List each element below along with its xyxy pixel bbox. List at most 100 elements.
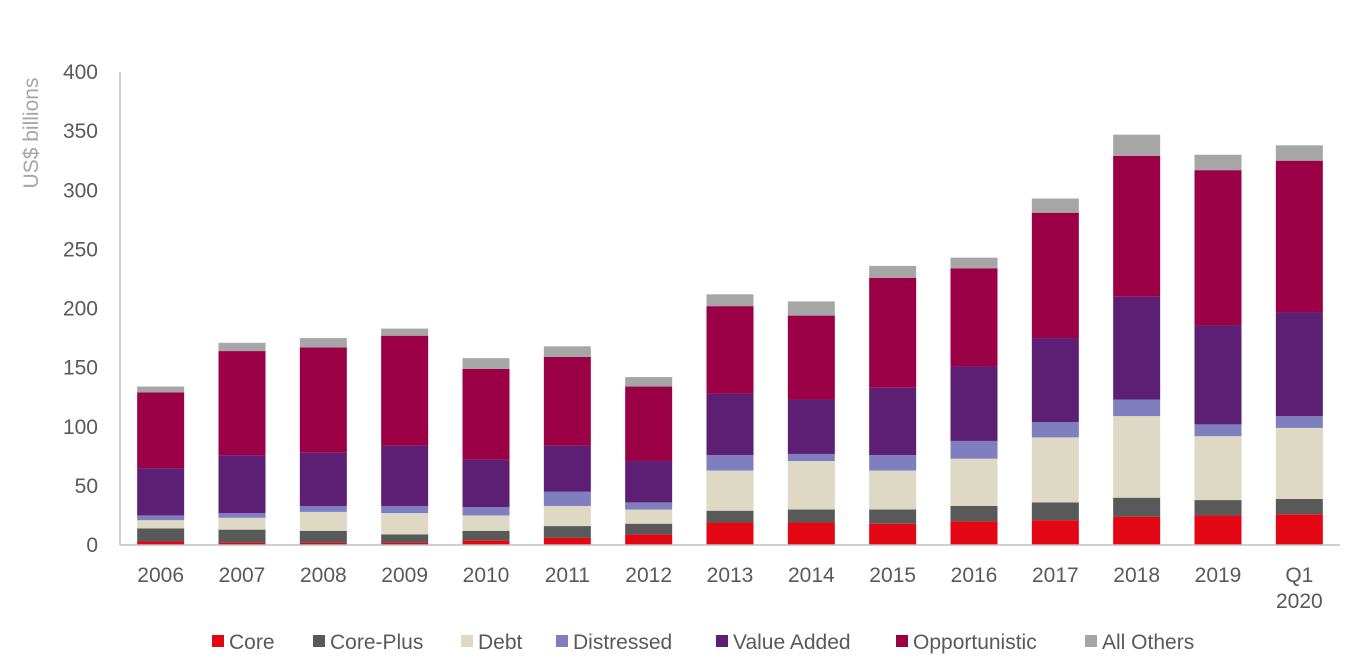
bar-segment-all-others (706, 294, 754, 307)
x-tick-label: 2007 (219, 564, 266, 587)
bar-segment-core (218, 542, 266, 545)
bar-segment-opportunistic (1194, 170, 1242, 326)
y-tick-label: 200 (63, 298, 98, 321)
bar-segment-core-plus (462, 530, 510, 541)
x-tick-label: 2006 (137, 564, 184, 587)
bar-segment-debt (706, 470, 754, 511)
bar-segment-debt (543, 505, 591, 527)
bar-segment-core-plus (381, 534, 429, 543)
bar-segment-value-added (381, 445, 429, 506)
bar-segment-core (462, 540, 510, 545)
bar-segment-core-plus (787, 509, 835, 523)
bar-segment-core (1194, 515, 1242, 545)
bar-segment-core (869, 523, 917, 545)
legend-swatch (1085, 635, 1097, 647)
x-tick-label: 2010 (463, 564, 510, 587)
bar-segment-all-others (787, 301, 835, 316)
x-tick-label: Q1 (1285, 564, 1313, 587)
bar-segment-value-added (787, 399, 835, 454)
bar-segment-opportunistic (299, 347, 347, 453)
x-tick-label: 2015 (869, 564, 916, 587)
bar-segment-distressed (137, 515, 185, 521)
legend-label: Core (229, 631, 275, 654)
bar-segment-core (299, 542, 347, 545)
bar-segment-all-others (625, 377, 673, 387)
bar-segment-value-added (1031, 338, 1079, 423)
x-tick-labels: 2006 2007 2008 2009 2010 2011 2012 2013 2014 2015… (137, 564, 1322, 613)
bar-segment-core-plus (1113, 497, 1161, 517)
bar-segment-opportunistic (543, 356, 591, 446)
bar-segment-core-plus (543, 526, 591, 538)
bar-segment-value-added (1113, 296, 1161, 400)
bar-segment-debt (137, 520, 185, 529)
bar-segment-opportunistic (869, 277, 917, 388)
y-axis-title: US$ billions (20, 78, 43, 189)
bar-segment-core-plus (218, 529, 266, 543)
x-tick-label: 2018 (1113, 564, 1160, 587)
bar-segment-core-plus (1275, 498, 1323, 515)
bar-segment-core-plus (706, 510, 754, 523)
bar-segment-core (137, 541, 185, 545)
bar-segment-debt (462, 515, 510, 531)
bar-segment-distressed (787, 453, 835, 462)
bar-segment-core-plus (1031, 502, 1079, 521)
bar-segment-value-added (137, 468, 185, 516)
bar-segment-distressed (950, 440, 998, 459)
bar-segment-distressed (869, 455, 917, 471)
bar-segment-value-added (706, 393, 754, 456)
bar-segment-distressed (1113, 399, 1161, 417)
x-tick-label: 2008 (300, 564, 347, 587)
bar-segment-value-added (299, 452, 347, 506)
bar-segment-core (1113, 516, 1161, 545)
legend-swatch (556, 635, 568, 647)
bar-segment-debt (299, 511, 347, 531)
bar-segment-debt (1275, 427, 1323, 499)
bar-segment-core (381, 542, 429, 545)
bar-segment-distressed (299, 505, 347, 512)
x-tick-label: 2016 (951, 564, 998, 587)
legend-swatch (461, 635, 473, 647)
bar-segment-core-plus (950, 505, 998, 522)
bar-segment-all-others (218, 342, 266, 352)
bar-segment-core-plus (137, 528, 185, 542)
bar-segment-all-others (462, 358, 510, 369)
bar-segment-opportunistic (950, 268, 998, 367)
legend: Core Core-Plus Debt Distressed Value Added Op… (212, 631, 1194, 654)
bar-segment-core (950, 521, 998, 545)
bar-segment-all-others (543, 346, 591, 357)
y-tick-label: 300 (63, 179, 98, 202)
bar-segment-value-added (869, 387, 917, 456)
bar-segment-core-plus (625, 523, 673, 535)
bar-segment-opportunistic (1275, 160, 1323, 313)
bar-segment-distressed (1194, 424, 1242, 437)
bar-segment-core-plus (1194, 500, 1242, 516)
bar-segment-value-added (218, 455, 266, 514)
bar-segment-all-others (1031, 198, 1079, 213)
bar-segment-opportunistic (218, 351, 266, 456)
bar-segment-all-others (299, 338, 347, 348)
x-tick-label: 2009 (381, 564, 428, 587)
legend-label: Value Added (733, 631, 851, 654)
bar-segment-opportunistic (137, 392, 185, 469)
bar-segment-debt (1113, 416, 1161, 498)
x-tick-label: 2017 (1032, 564, 1079, 587)
bar-segment-all-others (1194, 154, 1242, 171)
bar-segment-value-added (1275, 312, 1323, 417)
legend-label: Opportunistic (913, 631, 1037, 654)
legend-label: Distressed (573, 631, 672, 654)
legend-swatch (212, 635, 224, 647)
x-tick-label: 2014 (788, 564, 835, 587)
y-tick-label: 100 (63, 416, 98, 439)
legend-label: All Others (1102, 631, 1194, 654)
bar-segment-distressed (1275, 416, 1323, 428)
bar-segment-opportunistic (787, 315, 835, 400)
bar-segment-debt (1194, 436, 1242, 501)
bar-segment-value-added (543, 445, 591, 492)
bar-segment-all-others (1275, 145, 1323, 161)
bar-segment-core (787, 522, 835, 545)
bar-segment-value-added (1194, 325, 1242, 425)
bar-segment-distressed (218, 513, 266, 518)
bar-segment-all-others (950, 257, 998, 269)
bar-segment-distressed (381, 505, 429, 514)
